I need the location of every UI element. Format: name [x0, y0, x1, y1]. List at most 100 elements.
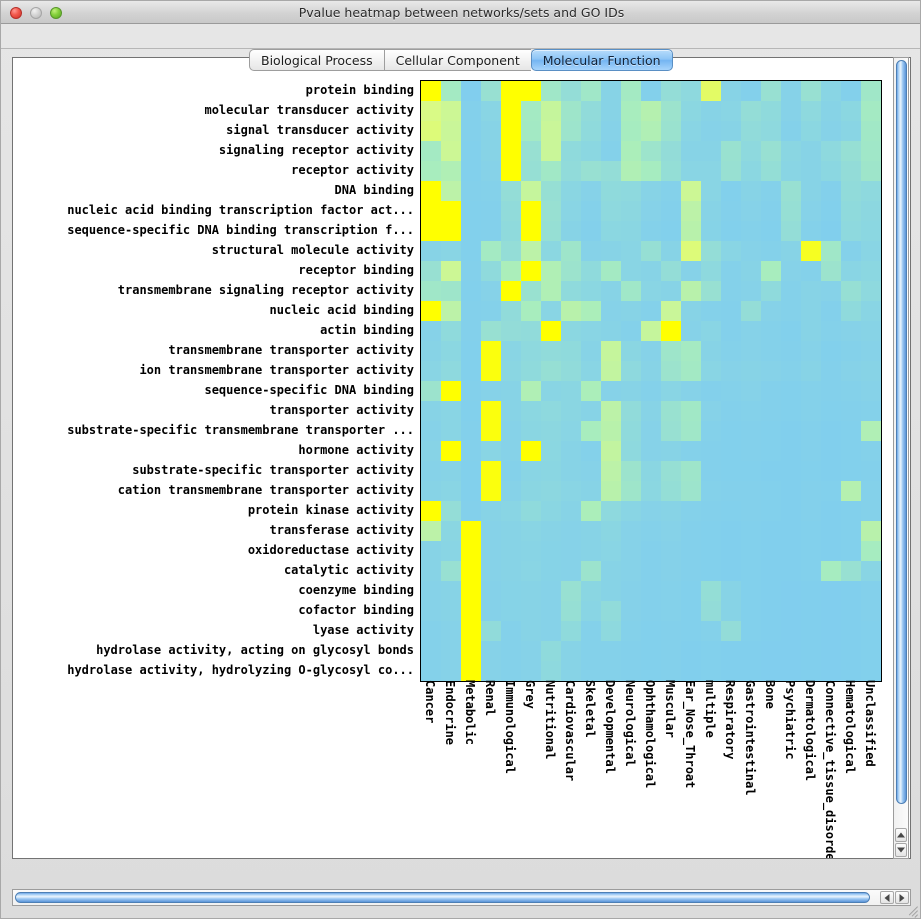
heatmap-cell[interactable] — [781, 121, 801, 141]
heatmap-cell[interactable] — [721, 461, 741, 481]
heatmap-cell[interactable] — [541, 241, 561, 261]
heatmap-cell[interactable] — [681, 101, 701, 121]
heatmap-cell[interactable] — [861, 461, 881, 481]
heatmap-cell[interactable] — [641, 461, 661, 481]
heatmap-cell[interactable] — [801, 161, 821, 181]
heatmap-cell[interactable] — [481, 581, 501, 601]
heatmap-cell[interactable] — [601, 581, 621, 601]
heatmap-cell[interactable] — [821, 581, 841, 601]
heatmap-cell[interactable] — [501, 421, 521, 441]
heatmap-cell[interactable] — [501, 361, 521, 381]
heatmap-cell[interactable] — [781, 361, 801, 381]
heatmap-cell[interactable] — [701, 81, 721, 101]
heatmap-cell[interactable] — [861, 141, 881, 161]
heatmap-cell[interactable] — [861, 541, 881, 561]
heatmap-cell[interactable] — [821, 401, 841, 421]
heatmap-cell[interactable] — [621, 641, 641, 661]
heatmap-cell[interactable] — [701, 581, 721, 601]
heatmap-cell[interactable] — [441, 541, 461, 561]
heatmap-cell[interactable] — [721, 661, 741, 681]
heatmap-cell[interactable] — [481, 241, 501, 261]
heatmap-cell[interactable] — [521, 461, 541, 481]
heatmap-cell[interactable] — [701, 441, 721, 461]
heatmap-cell[interactable] — [541, 221, 561, 241]
heatmap-cell[interactable] — [721, 581, 741, 601]
heatmap-cell[interactable] — [541, 301, 561, 321]
heatmap-cell[interactable] — [801, 421, 821, 441]
heatmap-cell[interactable] — [561, 221, 581, 241]
heatmap-cell[interactable] — [681, 161, 701, 181]
heatmap-cell[interactable] — [601, 341, 621, 361]
heatmap-cell[interactable] — [521, 121, 541, 141]
heatmap-cell[interactable] — [421, 541, 441, 561]
heatmap-cell[interactable] — [501, 461, 521, 481]
heatmap-cell[interactable] — [461, 561, 481, 581]
heatmap-cell[interactable] — [761, 541, 781, 561]
heatmap-cell[interactable] — [641, 81, 661, 101]
heatmap-cell[interactable] — [681, 581, 701, 601]
heatmap-cell[interactable] — [641, 121, 661, 141]
heatmap-cell[interactable] — [721, 261, 741, 281]
heatmap-cell[interactable] — [761, 201, 781, 221]
heatmap-cell[interactable] — [621, 261, 641, 281]
heatmap-cell[interactable] — [721, 161, 741, 181]
heatmap-cell[interactable] — [561, 321, 581, 341]
heatmap-cell[interactable] — [861, 281, 881, 301]
heatmap-cell[interactable] — [601, 241, 621, 261]
heatmap-cell[interactable] — [561, 541, 581, 561]
heatmap-cell[interactable] — [761, 181, 781, 201]
heatmap-cell[interactable] — [501, 301, 521, 321]
heatmap-cell[interactable] — [521, 161, 541, 181]
heatmap-cell[interactable] — [601, 101, 621, 121]
heatmap-cell[interactable] — [581, 421, 601, 441]
heatmap-cell[interactable] — [621, 481, 641, 501]
heatmap-cell[interactable] — [741, 101, 761, 121]
heatmap-cell[interactable] — [681, 521, 701, 541]
heatmap-cell[interactable] — [461, 641, 481, 661]
heatmap-cell[interactable] — [841, 661, 861, 681]
heatmap-cell[interactable] — [501, 561, 521, 581]
heatmap-cell[interactable] — [521, 101, 541, 121]
heatmap-cell[interactable] — [421, 421, 441, 441]
heatmap-cell[interactable] — [441, 381, 461, 401]
heatmap-cell[interactable] — [621, 141, 641, 161]
heatmap-cell[interactable] — [441, 241, 461, 261]
heatmap-cell[interactable] — [501, 201, 521, 221]
heatmap-cell[interactable] — [741, 321, 761, 341]
heatmap-cell[interactable] — [661, 501, 681, 521]
heatmap-cell[interactable] — [441, 321, 461, 341]
heatmap-cell[interactable] — [421, 161, 441, 181]
heatmap-cell[interactable] — [701, 481, 721, 501]
heatmap-cell[interactable] — [621, 381, 641, 401]
heatmap-cell[interactable] — [841, 321, 861, 341]
heatmap-cell[interactable] — [661, 521, 681, 541]
heatmap-cell[interactable] — [661, 321, 681, 341]
heatmap-cell[interactable] — [841, 401, 861, 421]
heatmap-cell[interactable] — [681, 641, 701, 661]
heatmap-cell[interactable] — [821, 181, 841, 201]
heatmap-cell[interactable] — [581, 381, 601, 401]
tab-molecular-function[interactable]: Molecular Function — [530, 49, 673, 71]
heatmap-cell[interactable] — [561, 461, 581, 481]
heatmap-cell[interactable] — [621, 541, 641, 561]
heatmap-cell[interactable] — [781, 621, 801, 641]
heatmap-cell[interactable] — [461, 241, 481, 261]
heatmap-cell[interactable] — [741, 361, 761, 381]
heatmap-cell[interactable] — [541, 421, 561, 441]
heatmap-cell[interactable] — [481, 281, 501, 301]
heatmap-cell[interactable] — [781, 101, 801, 121]
heatmap-cell[interactable] — [501, 141, 521, 161]
heatmap-cell[interactable] — [461, 601, 481, 621]
heatmap-cell[interactable] — [541, 101, 561, 121]
heatmap-cell[interactable] — [821, 221, 841, 241]
heatmap-cell[interactable] — [741, 621, 761, 641]
heatmap-cell[interactable] — [441, 601, 461, 621]
heatmap-cell[interactable] — [841, 361, 861, 381]
heatmap-cell[interactable] — [521, 541, 541, 561]
heatmap-cell[interactable] — [441, 461, 461, 481]
heatmap-cell[interactable] — [841, 141, 861, 161]
heatmap-cell[interactable] — [601, 641, 621, 661]
heatmap-cell[interactable] — [521, 501, 541, 521]
heatmap-cell[interactable] — [641, 321, 661, 341]
heatmap-cell[interactable] — [821, 81, 841, 101]
